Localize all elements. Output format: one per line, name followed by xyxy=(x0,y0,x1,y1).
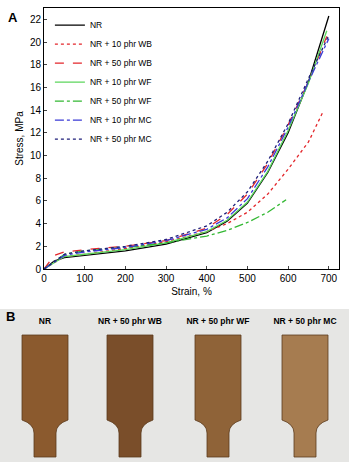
svg-text:NR + 50 phr WB: NR + 50 phr WB xyxy=(98,316,162,326)
svg-text:NR + 50 phr WF: NR + 50 phr WF xyxy=(186,316,249,326)
svg-text:NR + 10 phr WF: NR + 10 phr WF xyxy=(90,77,152,87)
svg-text:18: 18 xyxy=(30,59,42,70)
svg-text:600: 600 xyxy=(280,273,297,284)
svg-text:NR: NR xyxy=(39,316,51,326)
svg-text:8: 8 xyxy=(35,173,41,184)
svg-text:A: A xyxy=(8,10,18,25)
svg-text:20: 20 xyxy=(30,37,42,48)
svg-text:NR + 50 phr WB: NR + 50 phr WB xyxy=(90,58,152,68)
svg-text:Stress, MPa: Stress, MPa xyxy=(14,111,25,166)
svg-text:100: 100 xyxy=(76,273,93,284)
svg-text:B: B xyxy=(6,309,15,324)
svg-text:NR + 10 phr WB: NR + 10 phr WB xyxy=(90,39,152,49)
svg-text:NR: NR xyxy=(90,20,102,30)
svg-text:4: 4 xyxy=(35,218,41,229)
svg-text:NR + 50 phr MC: NR + 50 phr MC xyxy=(90,134,152,144)
svg-text:NR + 50 phr MC: NR + 50 phr MC xyxy=(273,316,336,326)
svg-text:NR + 50 phr WF: NR + 50 phr WF xyxy=(90,96,152,106)
svg-text:200: 200 xyxy=(117,273,134,284)
svg-text:22: 22 xyxy=(30,14,42,25)
svg-text:2: 2 xyxy=(35,241,41,252)
svg-text:Strain, %: Strain, % xyxy=(171,286,212,297)
svg-text:500: 500 xyxy=(239,273,256,284)
svg-text:6: 6 xyxy=(35,195,41,206)
svg-text:0: 0 xyxy=(41,273,47,284)
svg-text:10: 10 xyxy=(30,150,42,161)
svg-text:300: 300 xyxy=(158,273,175,284)
svg-text:700: 700 xyxy=(320,273,337,284)
svg-text:0: 0 xyxy=(35,264,41,275)
svg-text:12: 12 xyxy=(30,127,42,138)
svg-text:400: 400 xyxy=(198,273,215,284)
svg-text:16: 16 xyxy=(30,82,42,93)
svg-text:NR + 10 phr MC: NR + 10 phr MC xyxy=(90,115,152,125)
svg-text:14: 14 xyxy=(30,105,42,116)
